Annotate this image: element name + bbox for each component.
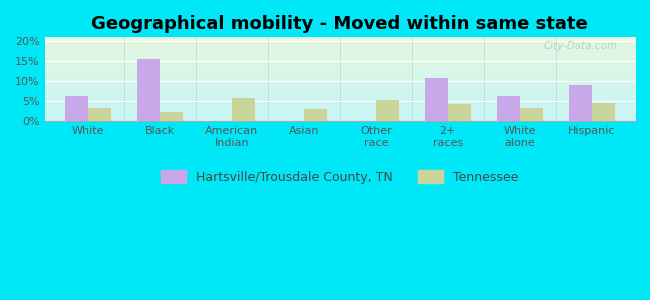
Bar (88, 108, 111, 121)
Bar (65, 96, 88, 121)
Legend: Hartsville/Trousdale County, TN, Tennessee: Hartsville/Trousdale County, TN, Tenness… (156, 165, 523, 189)
Bar (424, 78, 448, 121)
Text: City-Data.com: City-Data.com (543, 41, 618, 51)
Bar (160, 112, 183, 121)
Bar (136, 59, 160, 121)
Bar (304, 109, 327, 121)
Bar (520, 108, 543, 121)
Title: Geographical mobility - Moved within same state: Geographical mobility - Moved within sam… (92, 15, 588, 33)
Bar (448, 104, 471, 121)
Bar (232, 98, 255, 121)
Bar (569, 85, 592, 121)
Bar (376, 100, 399, 121)
Bar (592, 103, 615, 121)
Bar (497, 96, 520, 121)
